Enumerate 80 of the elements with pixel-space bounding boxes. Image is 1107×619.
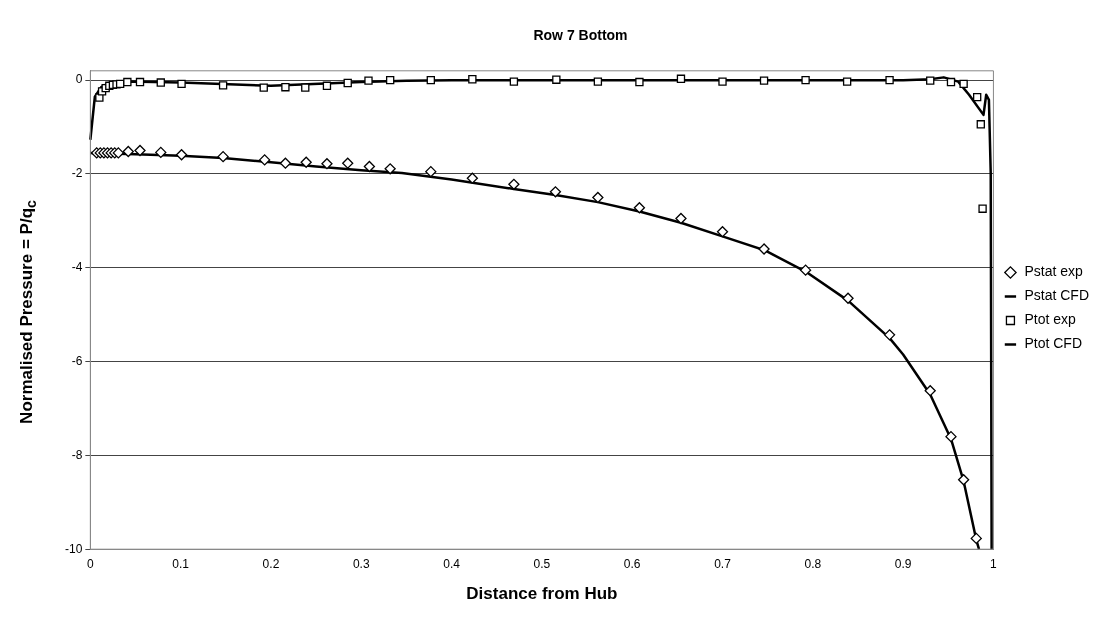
legend-label: Pstat exp: [1024, 263, 1084, 280]
chart-title: Row 7 Bottom: [533, 27, 628, 44]
point: [842, 77, 852, 86]
x-tick-label: 0.5: [533, 556, 551, 571]
legend-label: Pstat CFD: [1024, 287, 1090, 304]
point: [218, 81, 228, 90]
point: [885, 76, 894, 85]
point: [279, 157, 292, 169]
point: [552, 75, 561, 84]
point: [549, 186, 562, 198]
point: [384, 163, 396, 175]
point: [759, 76, 769, 85]
point: [801, 76, 810, 85]
y-tick-label: 0: [75, 72, 83, 87]
point: [363, 160, 376, 173]
y-tick-label: -4: [71, 260, 83, 275]
point: [945, 430, 957, 443]
point: [509, 77, 519, 86]
point: [976, 120, 985, 129]
point: [258, 154, 271, 166]
point: [364, 76, 373, 85]
x-tick-label: 0.1: [172, 556, 190, 571]
point: [926, 76, 935, 85]
point: [466, 172, 478, 184]
point: [468, 75, 477, 84]
point: [633, 202, 646, 214]
point: [281, 83, 290, 92]
point: [718, 77, 727, 86]
point: [675, 212, 687, 225]
point: [135, 77, 145, 87]
point: [122, 145, 134, 158]
point: [970, 532, 982, 545]
point: [156, 78, 165, 87]
x-tick-label: 0.6: [623, 556, 641, 571]
legend-label: Ptot exp: [1024, 311, 1077, 328]
y-tick-label: -6: [71, 353, 83, 368]
x-tick-label: 0.8: [804, 556, 822, 571]
x-tick-label: 0.4: [443, 556, 461, 571]
x-tick-label: 0.9: [894, 556, 912, 571]
point: [508, 178, 520, 190]
point: [842, 292, 854, 304]
point: [300, 156, 312, 168]
point: [259, 83, 268, 92]
point: [385, 76, 395, 85]
y-tick-label: -8: [71, 447, 83, 462]
x-tick-label: 0.7: [714, 556, 732, 571]
point: [716, 226, 729, 238]
point: [959, 79, 968, 89]
point: [123, 77, 132, 87]
point: [592, 191, 604, 204]
point: [155, 146, 167, 159]
x-tick-label: 1: [990, 556, 998, 571]
y-tick-label: -10: [65, 541, 83, 556]
point: [134, 144, 146, 157]
x-axis-title: Distance from Hub: [466, 584, 618, 604]
point: [322, 81, 332, 90]
point: [321, 158, 333, 170]
x-tick-label: 0.3: [352, 556, 370, 571]
point: [342, 157, 354, 169]
point: [175, 149, 188, 161]
legend-label: Ptot CFD: [1024, 335, 1083, 352]
point: [593, 77, 603, 86]
point: [972, 92, 982, 102]
point: [799, 264, 812, 276]
point: [883, 329, 896, 341]
point: [924, 385, 936, 397]
y-tick-label: -2: [71, 166, 83, 181]
point: [217, 150, 229, 163]
point: [676, 74, 686, 83]
point: [946, 77, 956, 87]
point: [426, 76, 435, 85]
point: [635, 77, 644, 87]
point: [957, 474, 970, 486]
point: [343, 78, 352, 88]
point: [978, 204, 987, 213]
point: [425, 165, 437, 178]
point: [301, 83, 310, 92]
x-tick-label: 0.2: [262, 556, 280, 571]
point: [177, 79, 186, 89]
x-tick-label: 0: [87, 556, 94, 571]
